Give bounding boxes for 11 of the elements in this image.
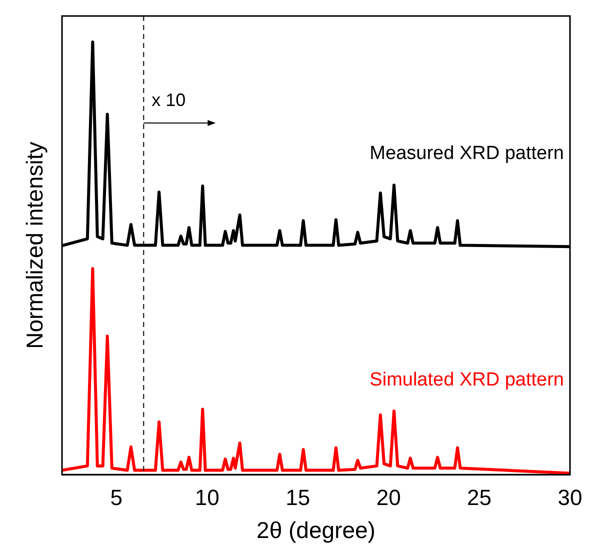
x-tick-label: 30 [558,484,582,510]
x-tick-label: 10 [194,484,220,510]
y-axis-title: Normalized intensity [21,141,48,349]
ref-line-label: x 10 [152,90,186,110]
x-axis-title: 2θ (degree) [256,516,376,543]
x-tick-label: 25 [467,484,492,510]
series-label: Measured XRD pattern [370,142,564,164]
series-label: Simulated XRD pattern [370,370,564,391]
x-tick-label: 5 [110,484,123,510]
x-tick-label: 20 [376,484,401,510]
x-tick-label: 15 [286,484,310,510]
